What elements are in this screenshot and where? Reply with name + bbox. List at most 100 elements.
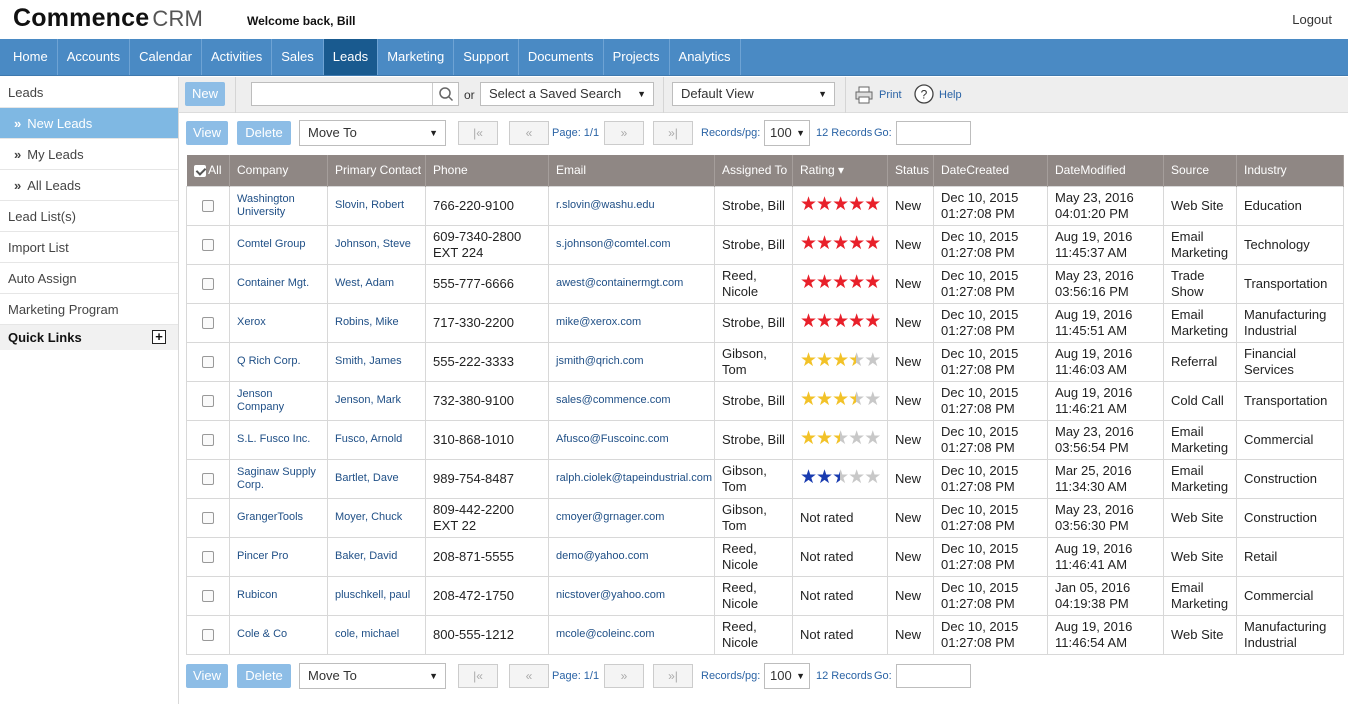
go-page-input[interactable] [896, 664, 971, 688]
primary-contact-cell[interactable]: Johnson, Steve [327, 224, 426, 265]
view-select[interactable]: Default View ▼ [672, 82, 835, 106]
company-cell[interactable]: Comtel Group [229, 224, 328, 265]
help-icon[interactable]: ? [914, 84, 934, 107]
email-cell[interactable]: mcole@coleinc.com [548, 614, 715, 655]
email-cell[interactable]: sales@commence.com [548, 380, 715, 421]
first-page-button[interactable]: |« [458, 664, 498, 688]
primary-contact-cell[interactable]: Moyer, Chuck [327, 497, 426, 538]
records-per-page-select[interactable]: 100 ▼ [764, 120, 810, 146]
email-cell[interactable]: mike@xerox.com [548, 302, 715, 343]
sidebar-item-leads[interactable]: Leads [0, 77, 178, 108]
saved-search-select[interactable]: Select a Saved Search ▼ [480, 82, 654, 106]
quick-links-header[interactable]: Quick Links + [0, 325, 178, 350]
print-link[interactable]: Print [879, 89, 902, 101]
company-cell[interactable]: S.L. Fusco Inc. [229, 419, 328, 460]
last-page-button[interactable]: »| [653, 664, 693, 688]
table-row[interactable]: Q Rich Corp. Smith, James 555-222-3333 jsmi… [186, 341, 1344, 382]
select-all-header[interactable]: All [186, 155, 230, 186]
row-checkbox[interactable] [202, 590, 214, 603]
column-header-assigned-to[interactable]: Assigned To [714, 155, 793, 186]
company-cell[interactable]: Q Rich Corp. [229, 341, 328, 382]
email-cell[interactable]: nicstover@yahoo.com [548, 575, 715, 616]
email-cell[interactable]: demo@yahoo.com [548, 536, 715, 577]
table-row[interactable]: Washington University Slovin, Robert 766-2… [186, 185, 1344, 226]
search-input[interactable] [251, 82, 459, 106]
delete-button[interactable]: Delete [237, 121, 291, 145]
nav-item-leads[interactable]: Leads [323, 39, 379, 75]
printer-icon[interactable] [854, 85, 874, 108]
row-checkbox[interactable] [202, 395, 214, 408]
column-header-company[interactable]: Company [229, 155, 328, 186]
primary-contact-cell[interactable]: cole, michael [327, 614, 426, 655]
primary-contact-cell[interactable]: West, Adam [327, 263, 426, 304]
table-row[interactable]: Xerox Robins, Mike 717-330-2200 mike@xerox.… [186, 302, 1344, 343]
primary-contact-cell[interactable]: Smith, James [327, 341, 426, 382]
table-row[interactable]: GrangerTools Moyer, Chuck 809-442-2200 EXT… [186, 497, 1344, 538]
row-checkbox[interactable] [202, 629, 214, 642]
move-to-select[interactable]: Move To ▼ [299, 120, 446, 146]
help-link[interactable]: Help [939, 89, 962, 101]
select-all-checkbox[interactable] [193, 165, 206, 178]
company-cell[interactable]: Washington University [229, 185, 328, 226]
nav-item-calendar[interactable]: Calendar [130, 39, 202, 75]
sidebar-item-marketing-program[interactable]: Marketing Program [0, 294, 178, 325]
email-cell[interactable]: cmoyer@grnager.com [548, 497, 715, 538]
sidebar-item-new-leads[interactable]: » New Leads [0, 108, 178, 139]
row-checkbox[interactable] [202, 239, 214, 252]
column-header-email[interactable]: Email [548, 155, 715, 186]
move-to-select[interactable]: Move To ▼ [299, 663, 446, 689]
row-checkbox[interactable] [202, 434, 214, 447]
email-cell[interactable]: s.johnson@comtel.com [548, 224, 715, 265]
row-checkbox[interactable] [202, 473, 214, 486]
company-cell[interactable]: GrangerTools [229, 497, 328, 538]
primary-contact-cell[interactable]: Slovin, Robert [327, 185, 426, 226]
column-header-rating[interactable]: Rating ▾ [792, 155, 888, 186]
sidebar-item-all-leads[interactable]: » All Leads [0, 170, 178, 201]
table-row[interactable]: Pincer Pro Baker, David 208-871-5555 demo@y… [186, 536, 1344, 577]
next-page-button[interactable]: » [604, 664, 644, 688]
row-checkbox[interactable] [202, 278, 214, 291]
next-page-button[interactable]: » [604, 121, 644, 145]
table-row[interactable]: Comtel Group Johnson, Steve 609-7340-2800 … [186, 224, 1344, 265]
email-cell[interactable]: awest@containermgt.com [548, 263, 715, 304]
company-cell[interactable]: Xerox [229, 302, 328, 343]
last-page-button[interactable]: »| [653, 121, 693, 145]
email-cell[interactable]: r.slovin@washu.edu [548, 185, 715, 226]
table-row[interactable]: Container Mgt. West, Adam 555-777-6666 awes… [186, 263, 1344, 304]
primary-contact-cell[interactable]: pluschkell, paul [327, 575, 426, 616]
logout-link[interactable]: Logout [1292, 12, 1332, 27]
column-header-date-modified[interactable]: DateModified [1047, 155, 1164, 186]
plus-icon[interactable]: + [152, 330, 166, 344]
primary-contact-cell[interactable]: Baker, David [327, 536, 426, 577]
view-button[interactable]: View [186, 664, 228, 688]
column-header-primary-contact[interactable]: Primary Contact [327, 155, 426, 186]
company-cell[interactable]: Pincer Pro [229, 536, 328, 577]
nav-item-marketing[interactable]: Marketing [378, 39, 455, 75]
company-cell[interactable]: Saginaw Supply Corp. [229, 458, 328, 499]
nav-item-documents[interactable]: Documents [519, 39, 604, 75]
row-checkbox[interactable] [202, 512, 214, 525]
company-cell[interactable]: Container Mgt. [229, 263, 328, 304]
email-cell[interactable]: Afusco@Fuscoinc.com [548, 419, 715, 460]
row-checkbox[interactable] [202, 356, 214, 369]
nav-item-projects[interactable]: Projects [604, 39, 670, 75]
sidebar-item-my-leads[interactable]: » My Leads [0, 139, 178, 170]
table-row[interactable]: Rubicon pluschkell, paul 208-472-1750 nicst… [186, 575, 1344, 616]
nav-item-sales[interactable]: Sales [272, 39, 324, 75]
sidebar-item-import-list[interactable]: Import List [0, 232, 178, 263]
column-header-industry[interactable]: Industry [1236, 155, 1344, 186]
first-page-button[interactable]: |« [458, 121, 498, 145]
company-cell[interactable]: Rubicon [229, 575, 328, 616]
row-checkbox[interactable] [202, 317, 214, 330]
prev-page-button[interactable]: « [509, 664, 549, 688]
prev-page-button[interactable]: « [509, 121, 549, 145]
sidebar-item-lead-lists[interactable]: Lead List(s) [0, 201, 178, 232]
new-button[interactable]: New [185, 82, 225, 106]
company-cell[interactable]: Jenson Company [229, 380, 328, 421]
nav-item-accounts[interactable]: Accounts [58, 39, 131, 75]
column-header-status[interactable]: Status [887, 155, 934, 186]
column-header-date-created[interactable]: DateCreated [933, 155, 1048, 186]
delete-button[interactable]: Delete [237, 664, 291, 688]
table-row[interactable]: Saginaw Supply Corp. Bartlet, Dave 989-754… [186, 458, 1344, 499]
view-button[interactable]: View [186, 121, 228, 145]
